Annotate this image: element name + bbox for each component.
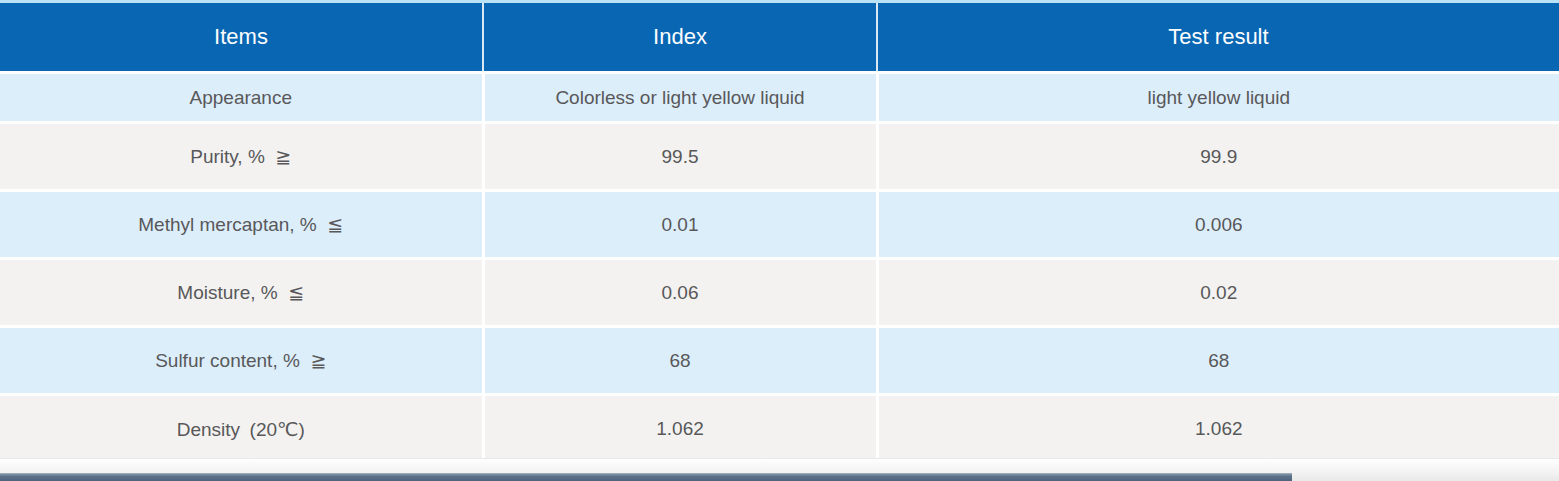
index-cell: 68 xyxy=(483,327,877,395)
result-cell: 1.062 xyxy=(877,395,1559,463)
result-cell: 0.006 xyxy=(877,191,1559,259)
index-cell: 1.062 xyxy=(483,395,877,463)
horizontal-scrollbar-thumb[interactable] xyxy=(0,473,1292,481)
column-header-test-result: Test result xyxy=(877,2,1559,73)
index-cell: 0.01 xyxy=(483,191,877,259)
table-body: Appearance Colorless or light yellow liq… xyxy=(0,73,1559,463)
item-cell: Density (20℃) xyxy=(0,395,483,463)
index-cell: 99.5 xyxy=(483,123,877,191)
table-row: Appearance Colorless or light yellow liq… xyxy=(0,73,1559,123)
result-cell: 99.9 xyxy=(877,123,1559,191)
item-cell: Methyl mercaptan, % ≦ xyxy=(0,191,483,259)
index-cell: 0.06 xyxy=(483,259,877,327)
horizontal-scrollbar-track[interactable] xyxy=(0,458,1559,481)
item-cell: Moisture, % ≦ xyxy=(0,259,483,327)
result-cell: light yellow liquid xyxy=(877,73,1559,123)
table-row: Moisture, % ≦ 0.06 0.02 xyxy=(0,259,1559,327)
spec-table: Items Index Test result Appearance Color… xyxy=(0,0,1559,463)
column-header-items: Items xyxy=(0,2,483,73)
result-cell: 68 xyxy=(877,327,1559,395)
column-header-index: Index xyxy=(483,2,877,73)
item-cell: Purity, % ≧ xyxy=(0,123,483,191)
table-header: Items Index Test result xyxy=(0,2,1559,73)
item-cell: Appearance xyxy=(0,73,483,123)
header-row: Items Index Test result xyxy=(0,2,1559,73)
table-row: Density (20℃) 1.062 1.062 xyxy=(0,395,1559,463)
spec-table-page: Items Index Test result Appearance Color… xyxy=(0,0,1559,481)
table-row: Sulfur content, % ≧ 68 68 xyxy=(0,327,1559,395)
table-row: Purity, % ≧ 99.5 99.9 xyxy=(0,123,1559,191)
table-row: Methyl mercaptan, % ≦ 0.01 0.006 xyxy=(0,191,1559,259)
index-cell: Colorless or light yellow liquid xyxy=(483,73,877,123)
result-cell: 0.02 xyxy=(877,259,1559,327)
item-cell: Sulfur content, % ≧ xyxy=(0,327,483,395)
